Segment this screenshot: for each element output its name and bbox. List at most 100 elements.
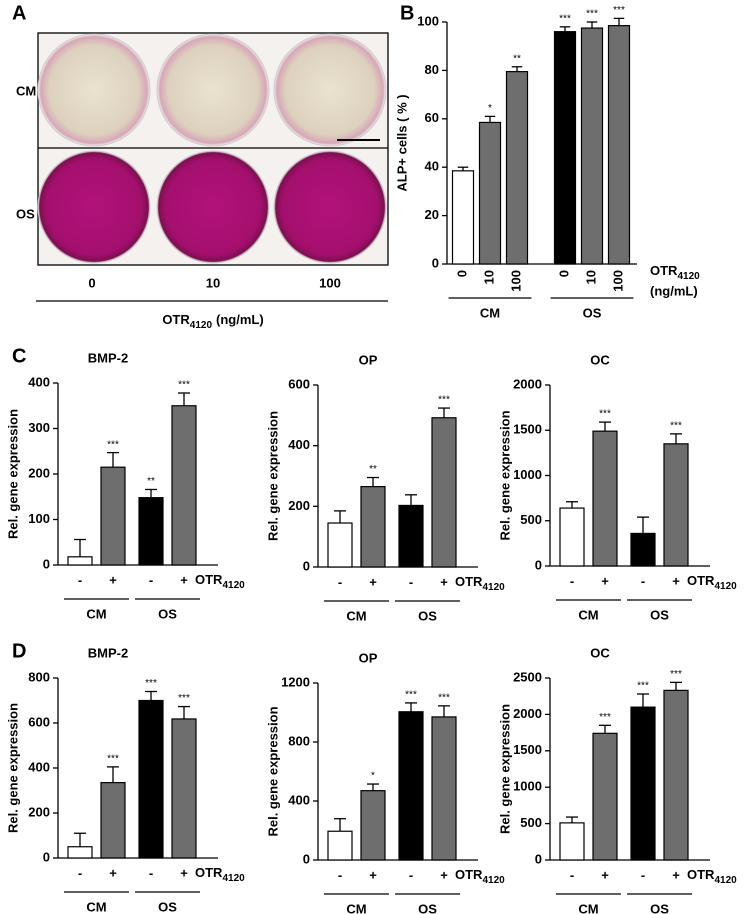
significance: *** [637,681,649,692]
y-axis-title: Rel. gene expression [5,703,20,833]
group-label: CM [346,608,366,623]
panel-letter: A [12,2,26,24]
x-tick-label: - [570,573,574,588]
well [273,150,387,264]
label-main: OTR [195,865,223,880]
group-label: OS [650,607,669,622]
group-label: CM [578,607,598,622]
panel-letter: B [400,2,414,24]
chart: OC Rel. gene expression 0 500 1000 1500 2000 - *… [497,352,737,622]
bar [663,689,689,861]
significance: *** [107,754,119,765]
y-tick-label: 0 [432,255,439,270]
bar [67,846,93,859]
chart: C BMP-2 Rel. gene expression 0 100 200 300 400 -… [5,345,245,621]
y-tick-label: 0 [535,851,542,866]
y-tick-label: 2000 [513,706,542,721]
y-tick-label: 1000 [513,467,542,482]
bar [505,71,529,265]
treatment-label: OTR4120 [650,263,700,281]
well [156,33,270,147]
bar [138,497,164,566]
label-sub: 4120 [677,271,700,282]
bar [327,830,353,861]
significance: ** [513,53,521,64]
y-axis-title: ALP+ cells ( % ) [394,94,409,191]
y-tick-label: 80 [425,62,439,77]
significance: *** [559,13,571,24]
label-sub: 4120 [482,582,505,593]
row-label: OS [16,206,35,221]
y-tick-label: 20 [425,207,439,222]
x-tick-label: - [641,867,645,882]
significance: *** [586,9,598,20]
bar [360,790,386,861]
treatment-label: OTR4120 [687,573,737,591]
bar [607,25,631,265]
treatment-label: OTR4120 [195,572,245,590]
x-tick-label: - [641,573,645,588]
bar [100,466,126,566]
bar [171,718,197,859]
significance: *** [178,380,190,391]
y-tick-label: 2500 [513,669,542,684]
y-tick-label: 400 [28,759,50,774]
y-tick-label: 400 [288,437,310,452]
group-label: CM [86,899,106,914]
group-label: OS [583,305,602,320]
x-tick-label: - [78,572,82,587]
column-label: 10 [206,275,220,290]
bar [451,170,475,265]
bar [171,405,197,566]
y-tick-label: 1500 [513,422,542,437]
y-tick-label: 200 [288,498,310,513]
significance: *** [178,693,190,704]
y-tick-label: 600 [288,376,310,391]
column-label: 100 [319,275,341,290]
group-label: CM [480,305,500,320]
y-tick-label: 2000 [513,376,542,391]
x-tick-label: - [338,867,342,882]
x-tick-label: + [109,865,117,880]
x-tick-label: + [440,574,448,589]
significance: *** [670,421,682,432]
significance: *** [599,409,611,420]
x-tick-label: + [180,865,188,880]
y-tick-label: 300 [28,420,50,435]
treatment-label: OTR4120 [455,867,505,885]
column-label: 0 [88,275,95,290]
chart-title: OP [359,352,378,367]
group-label: OS [418,901,437,914]
x-tick-label: 100 [610,270,625,292]
x-tick-label: 10 [481,270,496,284]
bar [398,711,424,861]
y-axis-title: Rel. gene expression [497,410,512,540]
y-tick-label: 0 [43,556,50,571]
chart-title: BMP-2 [88,645,128,660]
significance: *** [438,693,450,704]
label-sub: 4120 [714,581,737,592]
bar [398,504,424,568]
treatment-unit: (ng/mL) [650,283,698,298]
x-tick-label: - [149,572,153,587]
group-label: OS [650,901,669,914]
significance: * [488,103,492,114]
label-main: OTR [455,867,483,882]
significance: * [371,771,375,782]
label-main: OTR [687,867,715,882]
chart: D BMP-2 Rel. gene expression 0 200 400 600 800 -… [5,640,245,914]
group-label: OS [158,899,177,914]
chart: OC Rel. gene expression 0 500 1000 1500 2000 25… [497,645,737,914]
bar [559,822,585,861]
y-tick-label: 100 [417,13,439,28]
label-sub: 4120 [222,873,245,884]
bar [431,417,457,568]
bar [630,706,656,861]
group-label: CM [86,606,106,621]
treatment-label: OTR4120 [455,574,505,592]
panel-a: A CM OS 0 10 100 OTR4120 (ng/mL) [12,2,389,331]
y-tick-label: 500 [520,512,542,527]
significance: *** [145,678,157,689]
